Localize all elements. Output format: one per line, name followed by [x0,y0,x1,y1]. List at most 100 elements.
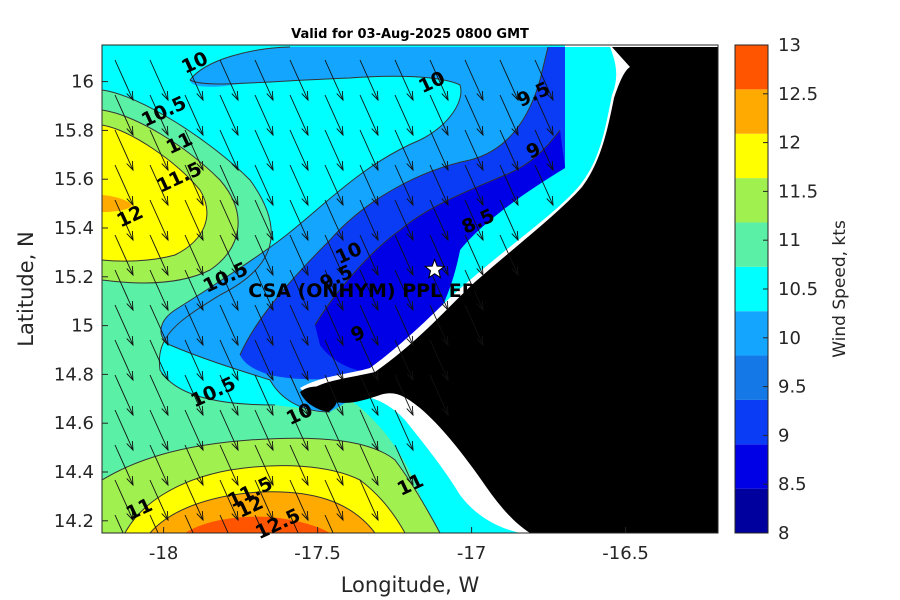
wind-arrow [149,94,169,137]
wind-arrow [394,234,414,277]
wind-arrow [359,479,379,522]
wind-arrow [254,444,274,487]
wind-arrow [114,269,134,312]
wind-vector-field [114,59,554,533]
wind-arrow [114,409,134,452]
wind-arrow [289,129,309,172]
wind-arrow [149,199,169,242]
x-axis: -18 -17.5 -17 -16.5 [149,527,649,564]
wind-arrow [219,59,239,102]
y-tick-label: 15.8 [54,120,94,141]
wind-arrow [394,59,414,102]
wind-arrow [324,409,344,452]
wind-arrow [394,339,414,382]
wind-arrow [114,94,134,137]
wind-arrow [219,269,239,312]
wind-arrow [149,269,169,312]
land [310,47,718,533]
wind-arrow [254,479,274,522]
wind-arrow [219,304,239,347]
wind-arrow [464,269,484,312]
wind-arrow [289,164,309,207]
x-tick-label: -18 [149,543,178,564]
colorbar-tick-label: 13 [778,35,801,56]
wind-arrow [219,129,239,172]
wind-arrow [394,269,414,312]
wind-arrow [219,234,239,277]
wind-arrow [114,514,124,533]
wind-arrow [394,374,414,417]
wind-arrow [324,479,344,522]
wind-arrow [464,199,484,242]
wind-arrow [114,339,134,382]
wind-arrow [429,339,449,382]
y-axis: 16 15.8 15.6 15.4 15.2 15 14.8 14.6 14.4 14.2 [54,72,108,532]
wind-arrow [324,94,344,137]
wind-arrow [114,199,134,242]
wind-arrow [254,409,274,452]
wind-arrow [359,409,379,452]
wind-arrow [149,234,169,277]
contour-10.5 [102,89,276,406]
wind-arrow [219,374,239,417]
wind-arrow [534,129,554,172]
wind-arrow [359,94,379,137]
wind-arrow [359,129,379,172]
wind-arrow [499,129,519,172]
colorbar-tick-label: 11 [778,230,801,251]
wind-arrow [254,94,274,137]
wind-arrow [149,339,169,382]
wind-arrow [254,199,274,242]
wind-arrow [499,164,519,207]
contour-11.5-north [102,124,208,262]
y-tick-label: 15.2 [54,267,94,288]
wind-arrow [289,339,309,382]
colorbar-tick-label: 12.5 [778,84,818,105]
wind-arrow [289,514,299,533]
wind-arrow [219,479,239,522]
wind-arrow [429,304,449,347]
wind-arrow [324,269,344,312]
y-tick-label: 14.6 [54,413,94,434]
y-tick-label: 14.2 [54,511,94,532]
wind-arrow [499,59,519,102]
wind-arrow [184,234,204,277]
wind-arrow [184,339,204,382]
wind-arrow [359,444,379,487]
band-12.5-13 [185,516,330,533]
colorbar: 13 12.5 12 11.5 11 10.5 10 9.5 9 8.5 8 [735,35,818,544]
wind-arrow [254,514,264,533]
wind-arrow [184,444,204,487]
colorbar-swatch [735,89,768,134]
wind-arrow [254,164,274,207]
wind-arrow [184,514,194,533]
wind-arrow [149,444,169,487]
wind-arrow [289,94,309,137]
wind-arrow [254,374,274,417]
colorbar-swatch [735,178,768,223]
wind-arrow [219,444,239,487]
plot-frame [101,44,719,534]
wind-arrow [324,444,344,487]
contour-lines [102,46,561,533]
wind-arrow [149,59,169,102]
wind-arrow [219,339,239,382]
colorbar-frame [734,44,769,534]
wind-arrow [429,269,449,312]
colorbar-tick-label: 9 [778,425,789,446]
wind-arrow [429,129,449,172]
wind-arrow [359,59,379,102]
band-8.5-9 [315,130,565,373]
wind-arrow [394,304,414,347]
colorbar-tick-label: 12 [778,133,801,154]
wind-arrow [464,234,484,277]
wind-arrow [219,199,239,242]
wind-arrow [149,129,169,172]
wind-arrow [184,59,204,102]
colorbar-tick-label: 10 [778,328,801,349]
wind-arrow [289,304,309,347]
wind-arrow [464,94,484,137]
wind-arrow [429,94,449,137]
y-tick-label: 15.4 [54,218,94,239]
